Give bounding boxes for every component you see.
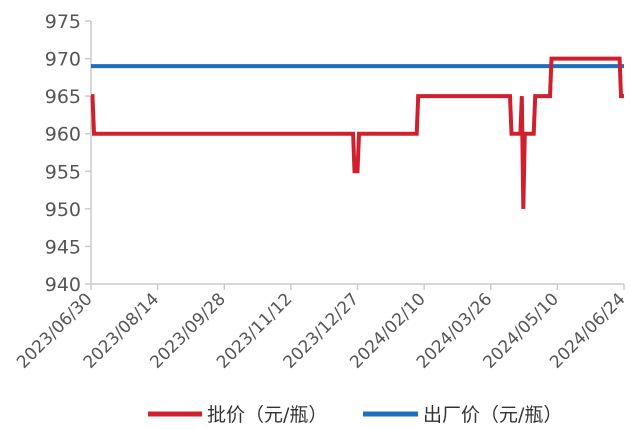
y-tick-label: 970 bbox=[45, 49, 81, 71]
y-tick-label: 945 bbox=[45, 236, 81, 258]
x-axis-ticks: 2023/06/302023/08/142023/09/282023/11/12… bbox=[13, 284, 630, 373]
y-tick-label: 960 bbox=[45, 124, 81, 146]
y-axis-ticks: 940 945 950 955 960 965 970 975 bbox=[45, 11, 91, 296]
y-tick-label: 965 bbox=[45, 86, 81, 108]
series-lines bbox=[90, 56, 624, 209]
legend: 批价（元/瓶） 出厂价（元/瓶） bbox=[148, 404, 562, 426]
y-tick-label: 950 bbox=[45, 199, 81, 221]
y-tick-label: 955 bbox=[45, 161, 81, 183]
series-line-wholesale-price bbox=[90, 56, 624, 209]
y-tick-label: 975 bbox=[45, 11, 81, 33]
legend-label-factory: 出厂价（元/瓶） bbox=[423, 404, 562, 426]
y-tick-label: 940 bbox=[45, 274, 81, 296]
legend-label-wholesale: 批价（元/瓶） bbox=[207, 404, 327, 426]
